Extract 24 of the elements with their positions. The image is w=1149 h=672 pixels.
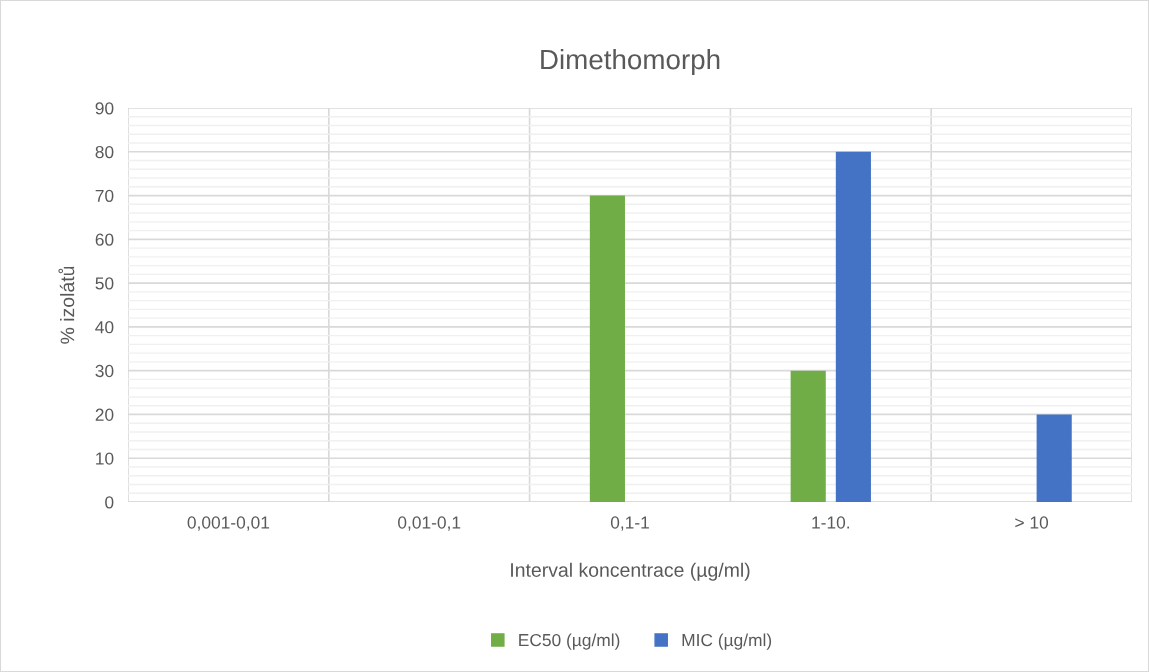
y-tick-label: 50 <box>95 277 114 290</box>
y-tick-label: 60 <box>95 233 114 246</box>
x-tick-label: 0,001-0,01 <box>187 516 270 531</box>
x-axis-title: Interval koncentrace (µg/ml) <box>511 562 750 581</box>
y-tick-label: 30 <box>95 364 114 378</box>
bar <box>589 195 625 502</box>
bar <box>835 151 871 502</box>
y-tick-label: 10 <box>96 452 114 465</box>
y-tick-label: 40 <box>95 321 114 334</box>
x-tick-label: 0,01-0,1 <box>398 516 461 531</box>
y-tick-label: 20 <box>95 408 114 421</box>
y-tick-label: 70 <box>95 189 114 203</box>
bar <box>790 370 826 502</box>
x-tick-label: 0,1-1 <box>610 516 649 531</box>
x-tick-label: > 10 <box>1015 516 1049 529</box>
y-axis-title: % izolátů <box>58 266 75 344</box>
y-tick-label: 0 <box>105 496 114 509</box>
legend-label: MIC (µg/ml) <box>682 633 772 650</box>
y-tick-label: 80 <box>95 145 114 159</box>
chart-title: Dimethomorph <box>541 48 720 75</box>
bar <box>1036 414 1072 502</box>
y-tick-label: 90 <box>95 102 114 115</box>
x-tick-label: 1-10. <box>812 516 849 529</box>
legend-label: EC50 (µg/ml) <box>519 633 620 650</box>
